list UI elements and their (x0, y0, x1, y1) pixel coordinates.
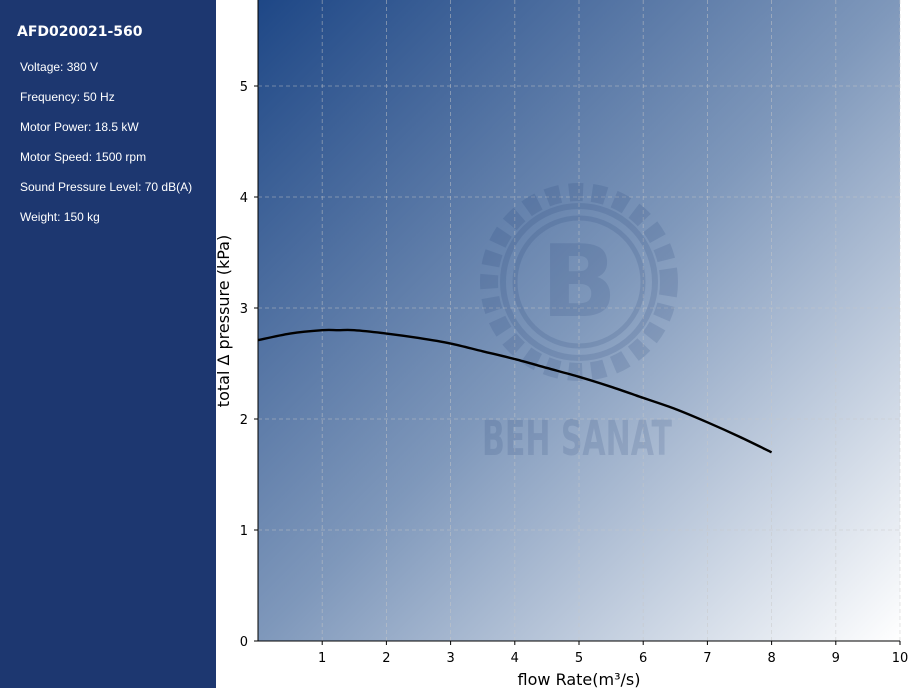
spec-motor-power: Motor Power: 18.5 kW (20, 120, 139, 134)
y-tick-label: 3 (240, 302, 248, 317)
y-tick-label: 5 (240, 80, 248, 95)
spec-voltage: Voltage: 380 V (20, 60, 99, 74)
sidebar: AFD020021-560 Voltage: 380 V Frequency: 5… (0, 0, 216, 688)
y-tick-label: 2 (240, 413, 248, 428)
x-tick-label: 1 (318, 651, 326, 666)
spec-weight: Weight: 150 kg (20, 210, 100, 224)
spec-sound-pressure-level: Sound Pressure Level: 70 dB(A) (20, 180, 193, 194)
y-tick-label: 0 (240, 635, 248, 650)
x-tick-label: 6 (639, 651, 647, 666)
pressure-curve (257, 328, 773, 454)
watermark-inner-ring (512, 215, 646, 349)
x-axis-label: flow Rate(m³/s) (518, 670, 641, 688)
y-tick-label: 4 (240, 191, 248, 206)
x-ticks: 1 2 3 4 5 6 7 8 9 10 (318, 641, 908, 666)
spec-frequency: Frequency: 50 Hz (20, 90, 115, 104)
x-tick-label: 4 (511, 651, 519, 666)
watermark-text: BEH SANAT (482, 411, 672, 467)
x-tick-label: 2 (382, 651, 390, 666)
grid (258, 0, 901, 641)
x-tick-label: 9 (832, 651, 840, 666)
x-tick-label: 5 (575, 651, 583, 666)
x-tick-label: 10 (892, 651, 908, 666)
watermark-gear (480, 183, 678, 381)
y-tick-label: 1 (240, 524, 248, 539)
y-ticks: 0 1 2 3 4 5 (240, 80, 258, 650)
y-axis-label: total Δ pressure (kPa) (214, 235, 233, 407)
model-title: AFD020021-560 (17, 24, 143, 40)
x-tick-label: 7 (703, 651, 711, 666)
x-tick-label: 8 (767, 651, 775, 666)
watermark-logo: B BEH SANAT (480, 183, 678, 467)
watermark-letter: B (541, 223, 617, 340)
x-tick-label: 3 (446, 651, 454, 666)
watermark-ring (500, 203, 658, 361)
spec-motor-speed: Motor Speed: 1500 rpm (20, 150, 147, 164)
